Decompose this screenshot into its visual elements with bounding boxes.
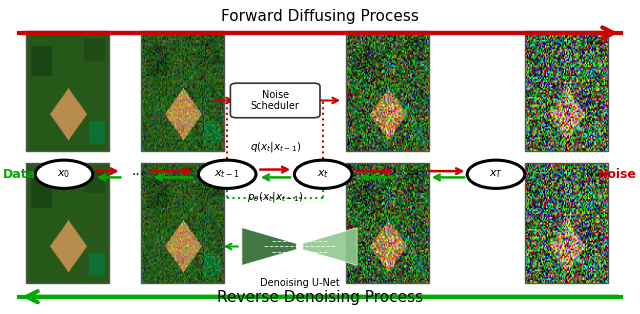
Text: ...: ... [406, 164, 419, 178]
Text: ...: ... [131, 164, 144, 178]
Polygon shape [303, 228, 357, 265]
Text: Noise: Noise [598, 168, 637, 181]
Text: Noise
Scheduler: Noise Scheduler [251, 90, 300, 111]
Text: Denoising U-Net: Denoising U-Net [260, 278, 339, 288]
Circle shape [467, 160, 525, 188]
Circle shape [35, 160, 93, 188]
Polygon shape [242, 228, 296, 265]
Text: $x_{t-1}$: $x_{t-1}$ [214, 168, 240, 180]
FancyBboxPatch shape [230, 83, 320, 118]
Text: $x_T$: $x_T$ [489, 168, 503, 180]
Text: $x_0$: $x_0$ [58, 168, 70, 180]
Text: Reverse Denoising Process: Reverse Denoising Process [217, 290, 423, 305]
Text: $p_\theta(x_t|x_{t-1})$: $p_\theta(x_t|x_{t-1})$ [247, 190, 303, 204]
Text: $q(x_t|x_{t-1})$: $q(x_t|x_{t-1})$ [250, 140, 301, 154]
Text: $x_t$: $x_t$ [317, 168, 329, 180]
Text: Forward Diffusing Process: Forward Diffusing Process [221, 9, 419, 24]
Circle shape [198, 160, 256, 188]
Text: Data: Data [3, 168, 36, 181]
Circle shape [294, 160, 352, 188]
